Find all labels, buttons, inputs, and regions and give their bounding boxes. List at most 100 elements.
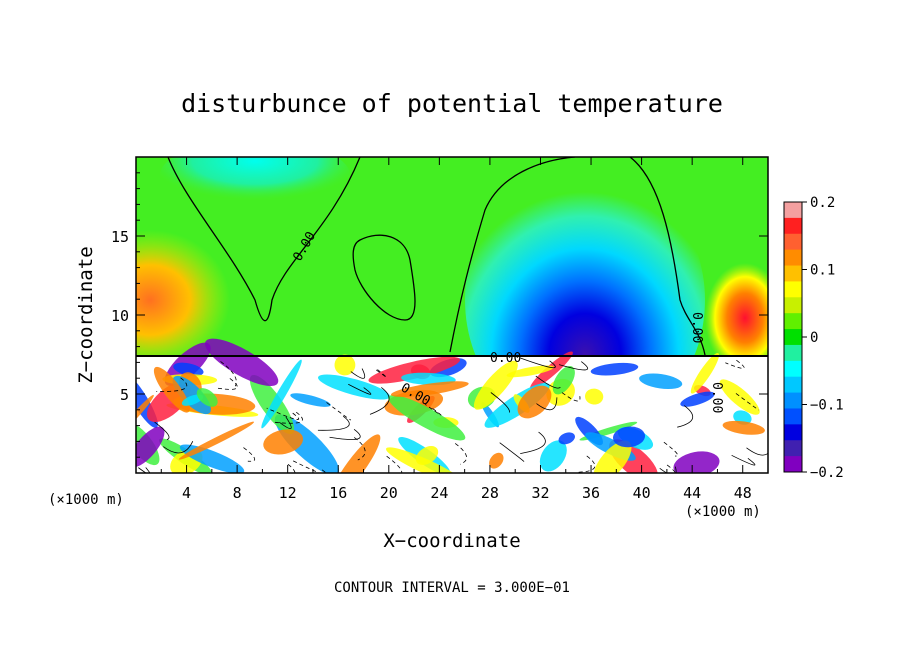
turbulence-streak xyxy=(489,452,504,469)
turbulence-contour xyxy=(425,404,442,416)
x-axis-label: X−coordinate xyxy=(383,530,520,552)
y-tick-label: 5 xyxy=(120,386,129,404)
turbulence-streak xyxy=(517,385,552,419)
colorbar-swatch xyxy=(784,424,802,441)
turbulence-streak xyxy=(584,388,604,405)
turbulence-contour xyxy=(350,368,366,379)
turbulence-streak xyxy=(415,446,439,465)
colorbar-swatch xyxy=(784,329,802,346)
turbulence-contour xyxy=(666,464,676,473)
x-tick-label: 28 xyxy=(481,484,499,502)
turbulence-contour xyxy=(535,375,561,389)
x-tick-label: 48 xyxy=(734,484,752,502)
turbulence-streak xyxy=(719,379,760,415)
turbulence-streak xyxy=(390,381,469,398)
turbulence-streak xyxy=(673,451,720,473)
turbulence-streak xyxy=(261,359,302,429)
colorbar-swatch xyxy=(784,313,802,330)
turbulence-contour xyxy=(353,437,366,461)
colorbar xyxy=(784,202,802,473)
colorbar-swatch xyxy=(784,281,802,298)
turbulence-contour xyxy=(663,441,679,457)
colorbar-swatch xyxy=(784,217,802,235)
turbulence-contour xyxy=(561,392,581,402)
x-tick-label: 12 xyxy=(279,484,297,502)
turbulence-contour xyxy=(376,369,387,378)
turbulence-streak xyxy=(178,421,255,460)
turbulence-streak xyxy=(330,434,381,473)
y-axis: 5 10 15 xyxy=(111,172,768,458)
x-tick-label: 4 xyxy=(182,484,191,502)
y-tick-label: 10 xyxy=(111,307,129,325)
x-tick-label: 36 xyxy=(582,484,600,502)
turbulence-contour xyxy=(659,466,677,473)
turbulence-contour xyxy=(386,455,403,473)
turbulence-contour xyxy=(520,357,556,369)
turbulence-streak xyxy=(196,388,218,407)
turbulence-contour xyxy=(154,421,170,441)
contour-label-1: 0.00 xyxy=(689,312,704,343)
turbulence-streak xyxy=(334,354,356,376)
turbulence-streak xyxy=(690,353,720,394)
warm-anomaly-left xyxy=(136,230,230,370)
colorbar-swatch xyxy=(784,265,802,282)
turbulence-contour xyxy=(348,383,372,395)
x-unit-label-bottom: (×1000 m) xyxy=(685,504,761,520)
turbulence-streak xyxy=(558,432,575,445)
turbulence-streak xyxy=(590,362,639,376)
turbulence-contour xyxy=(520,431,546,454)
x-tick-label: 20 xyxy=(380,484,398,502)
colorbar-swatch xyxy=(784,249,802,267)
turbulence-streak xyxy=(639,373,683,390)
y-tick-label: 15 xyxy=(111,228,129,246)
turbulence-streak xyxy=(473,360,518,410)
turbulence-contour xyxy=(578,455,596,473)
turbulence-streak xyxy=(680,391,715,407)
x-tick-label: 44 xyxy=(683,484,701,502)
turbulence-contour xyxy=(317,415,350,431)
turbulence-contour xyxy=(369,387,390,415)
turbulence-streak xyxy=(173,362,204,377)
turbulence-streak xyxy=(401,372,456,386)
colorbar-swatch xyxy=(784,344,802,362)
plot-field: 0.00 0.00 0.00 0.00 0.00 xyxy=(136,157,768,473)
contour-interval-footer: CONTOUR INTERVAL = 3.000E−01 xyxy=(334,580,570,596)
turbulence-contour xyxy=(266,407,299,420)
zero-contour-loop xyxy=(352,234,416,321)
turbulence-contour xyxy=(216,378,238,390)
lower-turbulent-layer xyxy=(136,338,768,473)
zero-contour-right xyxy=(449,157,706,356)
y-axis-label: Z−coordinate xyxy=(75,246,97,383)
turbulence-contour xyxy=(329,429,361,440)
turbulence-streak xyxy=(153,366,190,413)
contour-label-4: 0.00 xyxy=(709,382,724,413)
colorbar-swatch xyxy=(784,376,802,394)
zero-contour-left xyxy=(167,157,361,322)
turbulence-streak xyxy=(612,426,646,448)
colorbar-swatch xyxy=(784,233,802,251)
x-tick-label: 8 xyxy=(233,484,242,502)
x-tick-label: 40 xyxy=(633,484,651,502)
colorbar-tick-label: −0.2 xyxy=(810,465,844,481)
turbulence-streak xyxy=(368,356,460,384)
turbulence-contour xyxy=(163,441,194,454)
x-unit-label: (×1000 m) xyxy=(48,492,124,508)
turbulence-streak xyxy=(181,394,204,406)
turbulence-contour xyxy=(292,460,327,473)
warm-anomaly-right xyxy=(705,263,768,373)
turbulence-streak xyxy=(722,420,765,435)
turbulence-contour xyxy=(735,393,760,411)
cyan-patch xyxy=(160,157,350,210)
colorbar-swatch xyxy=(784,408,802,425)
turbulence-contour xyxy=(326,402,352,421)
turbulence-streak xyxy=(205,338,279,387)
x-tick-label: 16 xyxy=(329,484,347,502)
turbulence-contour xyxy=(243,447,255,462)
colorbar-swatch xyxy=(784,297,802,314)
colorbar-swatch xyxy=(784,202,802,219)
turbulence-contour xyxy=(536,397,558,411)
turbulence-streak xyxy=(290,393,331,407)
turbulence-contour xyxy=(731,454,756,466)
turbulence-contour xyxy=(677,405,694,428)
contour-label-2: 0.00 xyxy=(490,351,521,366)
